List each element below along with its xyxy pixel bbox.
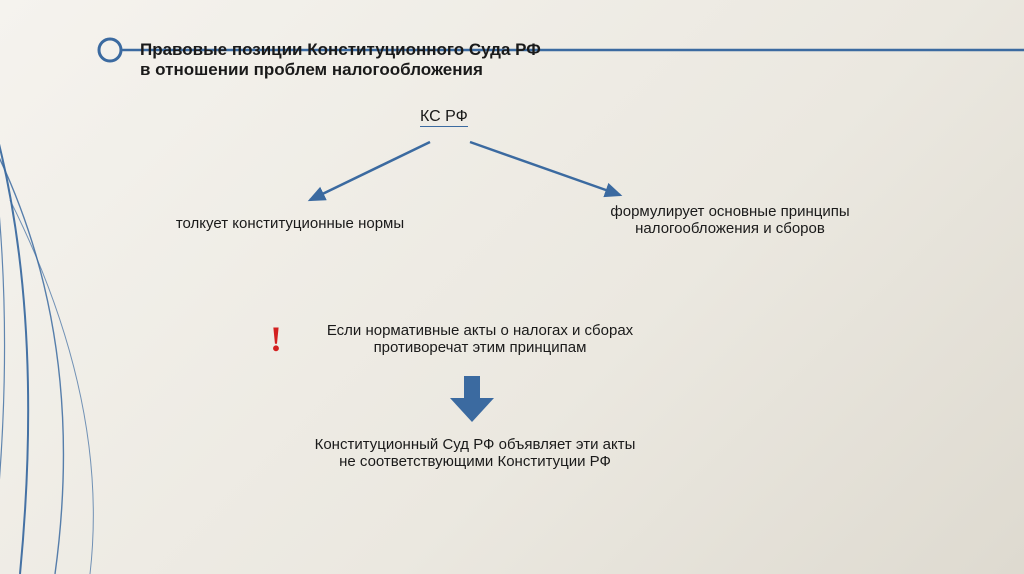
condition-line1: Если нормативные акты о налогах и сборах <box>290 322 670 339</box>
down-arrow-icon <box>450 376 494 422</box>
slide-content: Правовые позиции Конституционного Суда Р… <box>0 0 1024 574</box>
branch-right-line2: налогообложения и сборов <box>560 220 900 237</box>
condition-block: Если нормативные акты о налогах и сборах… <box>290 322 670 356</box>
branch-right-line1: формулирует основные принципы <box>560 203 900 220</box>
exclamation-icon: ! <box>270 318 282 360</box>
conclusion-line2: не соответствующими Конституции РФ <box>270 453 680 470</box>
conclusion-block: Конституционный Суд РФ объявляет эти акт… <box>270 436 680 470</box>
branch-left-text: толкует конституционные нормы <box>176 215 404 232</box>
conclusion-line1: Конституционный Суд РФ объявляет эти акт… <box>270 436 680 453</box>
arrow-right <box>0 0 1024 574</box>
branch-right: формулирует основные принципы налогообло… <box>560 203 900 237</box>
condition-line2: противоречат этим принципам <box>290 339 670 356</box>
branch-left: толкует конституционные нормы <box>140 215 440 232</box>
